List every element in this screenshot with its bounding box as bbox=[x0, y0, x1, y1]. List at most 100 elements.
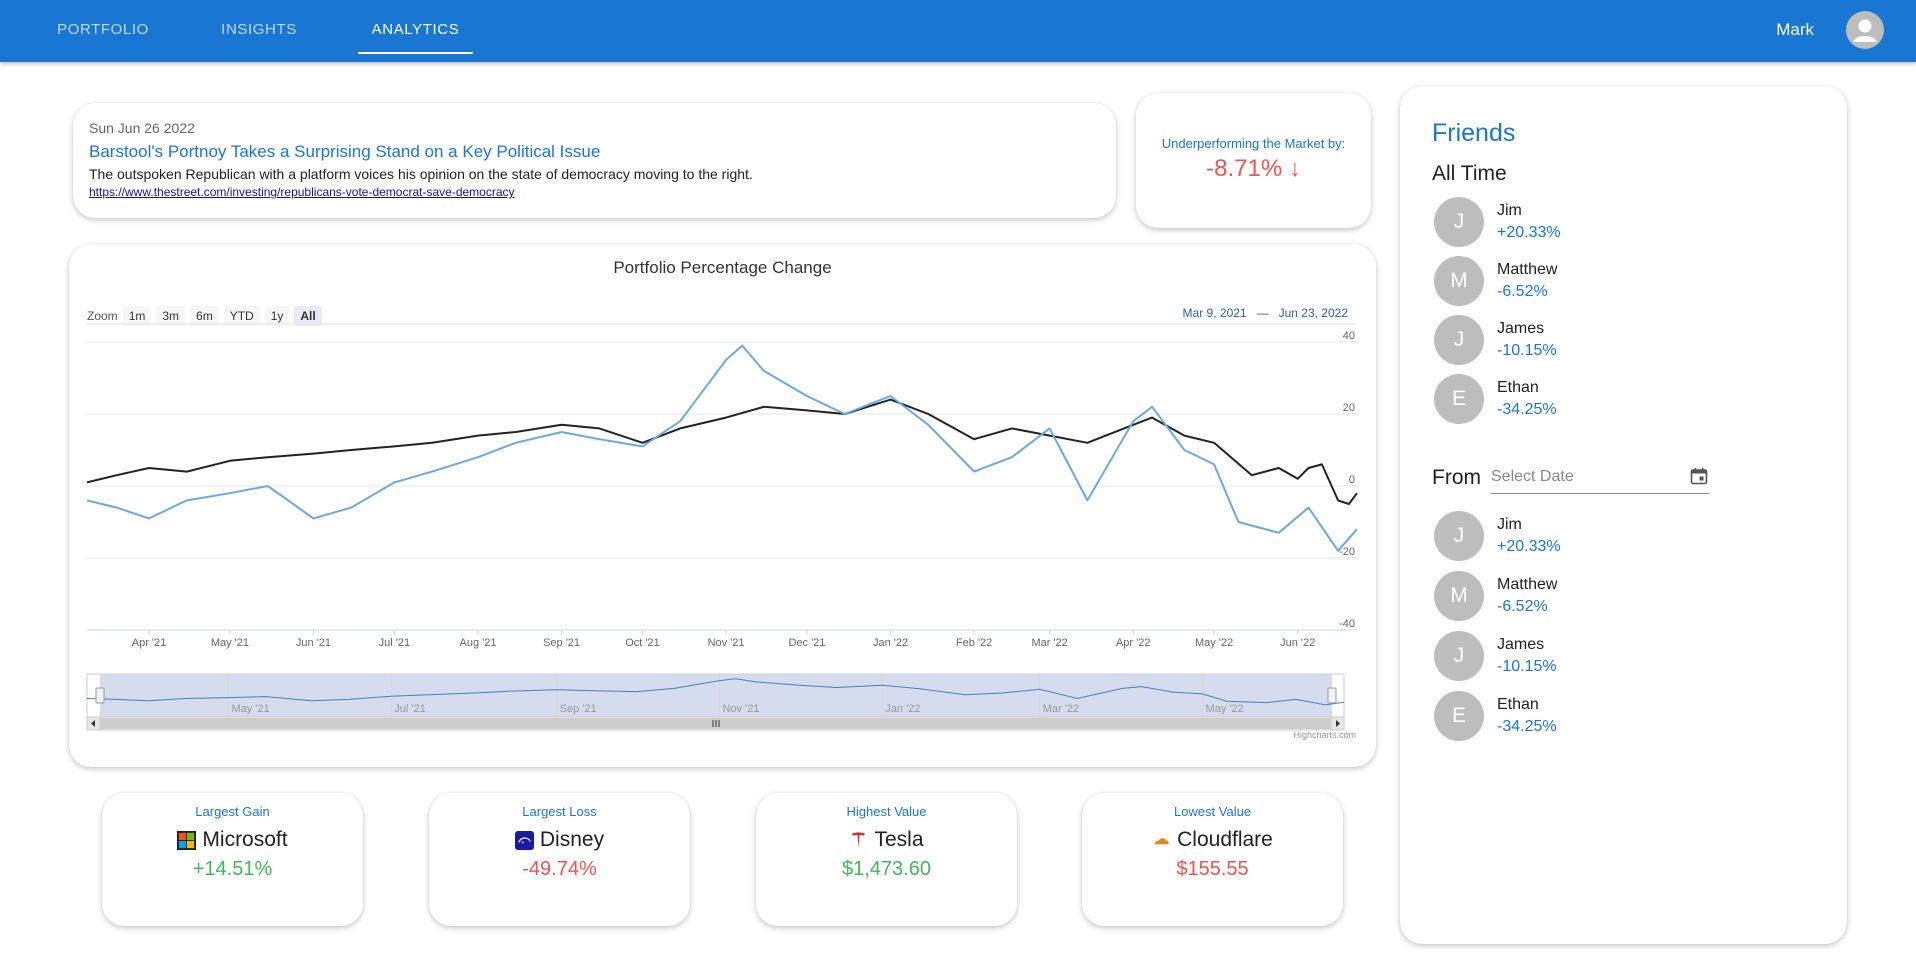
chevron-right-icon bbox=[1336, 720, 1340, 727]
navigator-left-handle[interactable] bbox=[95, 687, 105, 704]
x-tick-label: Feb '22 bbox=[956, 637, 992, 649]
navigator-tick-label: May '22 bbox=[1206, 703, 1244, 715]
news-link[interactable]: https://www.thestreet.com/investing/repu… bbox=[89, 185, 515, 199]
avatar: J bbox=[1434, 196, 1484, 247]
avatar: E bbox=[1434, 373, 1484, 424]
navigator-right-handle[interactable] bbox=[1327, 687, 1337, 704]
x-tick-label: Jan '22 bbox=[873, 637, 908, 649]
scrollbar-grip-icon bbox=[712, 720, 720, 727]
scrollbar-thumb[interactable] bbox=[100, 718, 1332, 729]
list-item[interactable]: E Ethan -34.25% bbox=[1432, 369, 1847, 428]
series-line-2 bbox=[86, 344, 1358, 552]
y-tick-label: -40 bbox=[1339, 618, 1355, 630]
friend-percent: -6.52% bbox=[1497, 598, 1548, 615]
zoom-ytd-button[interactable]: YTD bbox=[223, 306, 260, 326]
stat-company-name: Disney bbox=[539, 828, 605, 851]
scrollbar-left-button[interactable] bbox=[86, 716, 101, 731]
x-tick-label: Jul '21 bbox=[379, 637, 410, 649]
avatar: J bbox=[1434, 631, 1484, 681]
friend-percent: -34.25% bbox=[1497, 718, 1557, 735]
tab-insights[interactable]: INSIGHTS bbox=[199, 0, 319, 62]
x-tick-label: Nov '21 bbox=[708, 637, 745, 649]
list-item[interactable]: J Jim +20.33% bbox=[1432, 506, 1847, 566]
friend-name: Ethan bbox=[1497, 378, 1539, 396]
x-tick-label: Oct '21 bbox=[625, 637, 660, 649]
stat-company-name: Microsoft bbox=[202, 828, 288, 851]
x-tick-label: May '21 bbox=[211, 637, 249, 649]
series-line-1 bbox=[86, 398, 1358, 505]
zoom-6m-button[interactable]: 6m bbox=[190, 306, 219, 326]
range-separator: — bbox=[1256, 306, 1269, 320]
market-comparison-card: Underperforming the Market by: -8.71% ↓ bbox=[1136, 93, 1371, 228]
x-tick-label: Mar '22 bbox=[1031, 637, 1067, 649]
from-date-list: J Jim +20.33% M Matthew -6.52% J James -10.… bbox=[1432, 506, 1847, 746]
zoom-1y-button[interactable]: 1y bbox=[264, 306, 290, 326]
list-item[interactable]: M Matthew -6.52% bbox=[1432, 566, 1847, 626]
y-tick-label: 0 bbox=[1349, 474, 1355, 486]
microsoft-icon bbox=[177, 830, 197, 850]
navigator: May '21 Jul '21 Sep '21 Nov '21 Jan '22 Mar '… bbox=[86, 673, 1345, 731]
y-tick-label: -20 bbox=[1339, 546, 1355, 558]
friend-name: Jim bbox=[1497, 516, 1522, 533]
navigator-tick-label: Jan '22 bbox=[885, 703, 920, 715]
zoom-1m-button[interactable]: 1m bbox=[122, 306, 152, 326]
navigator-tick-label: Mar '22 bbox=[1043, 703, 1079, 715]
avatar: J bbox=[1434, 314, 1484, 365]
largest-gain-card: Largest Gain Microsoft +14.51% bbox=[102, 793, 363, 926]
account-avatar-button[interactable] bbox=[1846, 11, 1884, 49]
stat-label: Highest Value bbox=[846, 804, 927, 819]
list-item[interactable]: J James -10.15% bbox=[1432, 310, 1847, 369]
navigator-tick-label: Jul '21 bbox=[394, 703, 425, 715]
market-comparison-number: -8.71% bbox=[1206, 155, 1283, 182]
tab-analytics[interactable]: ANALYTICS bbox=[358, 0, 473, 62]
stat-company: Microsoft bbox=[102, 828, 363, 852]
scrollbar-right-button[interactable] bbox=[1330, 716, 1345, 731]
zoom-3m-button[interactable]: 3m bbox=[156, 306, 186, 326]
list-item[interactable]: M Matthew -6.52% bbox=[1432, 251, 1847, 310]
friend-percent: +20.33% bbox=[1497, 538, 1561, 555]
tab-portfolio[interactable]: PORTFOLIO bbox=[42, 0, 164, 62]
friend-name: James bbox=[1497, 636, 1545, 653]
date-placeholder: Select Date bbox=[1491, 468, 1574, 485]
range-to-input[interactable]: Jun 23, 2022 bbox=[1278, 306, 1348, 320]
user-name: Mark bbox=[1776, 20, 1814, 39]
x-tick-label: Jun '21 bbox=[296, 637, 331, 649]
calendar-icon[interactable] bbox=[1689, 466, 1709, 486]
x-tick-label: Apr '22 bbox=[1116, 637, 1151, 649]
stat-company-name: Cloudflare bbox=[1177, 828, 1273, 851]
navigator-series-line bbox=[86, 678, 1345, 706]
stat-value: +14.51% bbox=[192, 858, 273, 880]
friend-percent: -10.15% bbox=[1497, 658, 1557, 675]
stat-value: $1,473.60 bbox=[842, 858, 931, 880]
friends-panel: Friends All Time J Jim +20.33% M Matthew -… bbox=[1400, 86, 1847, 944]
from-label: From bbox=[1432, 466, 1481, 489]
navigator-tick-label: Sep '21 bbox=[560, 703, 597, 715]
highest-value-card: Highest Value Tesla $1,473.60 bbox=[756, 793, 1017, 926]
news-date: Sun Jun 26 2022 bbox=[89, 120, 195, 136]
disney-icon bbox=[514, 830, 534, 850]
stat-value: -49.74% bbox=[522, 858, 597, 880]
date-picker-input[interactable]: Select Date bbox=[1491, 462, 1709, 494]
list-item[interactable]: J James -10.15% bbox=[1432, 626, 1847, 686]
arrow-down-icon: ↓ bbox=[1288, 155, 1301, 182]
list-item[interactable]: E Ethan -34.25% bbox=[1432, 686, 1847, 746]
news-card: Sun Jun 26 2022 Barstool's Portnoy Takes… bbox=[73, 103, 1116, 218]
scrollbar-track[interactable] bbox=[86, 716, 1345, 731]
all-time-list: J Jim +20.33% M Matthew -6.52% J James -10.… bbox=[1432, 192, 1847, 428]
stat-label: Largest Gain bbox=[195, 804, 270, 819]
stat-company: Cloudflare bbox=[1082, 828, 1343, 852]
chevron-left-icon bbox=[91, 720, 95, 727]
chart-credits[interactable]: Highcharts.com bbox=[1293, 730, 1356, 740]
zoom-all-button[interactable]: All bbox=[294, 306, 322, 326]
x-tick-label: Aug '21 bbox=[459, 637, 496, 649]
tab-analytics-label: ANALYTICS bbox=[371, 21, 460, 38]
stat-company: Disney bbox=[429, 828, 690, 852]
avatar: J bbox=[1434, 511, 1484, 561]
navigator-tick-label: Nov '21 bbox=[723, 703, 760, 715]
friend-percent: -6.52% bbox=[1497, 282, 1548, 300]
list-item[interactable]: J Jim +20.33% bbox=[1432, 192, 1847, 251]
stat-label: Largest Loss bbox=[522, 804, 597, 819]
navigator-selection[interactable] bbox=[100, 674, 1332, 717]
navigator-track bbox=[86, 673, 1345, 718]
range-from-input[interactable]: Mar 9, 2021 bbox=[1182, 306, 1247, 320]
